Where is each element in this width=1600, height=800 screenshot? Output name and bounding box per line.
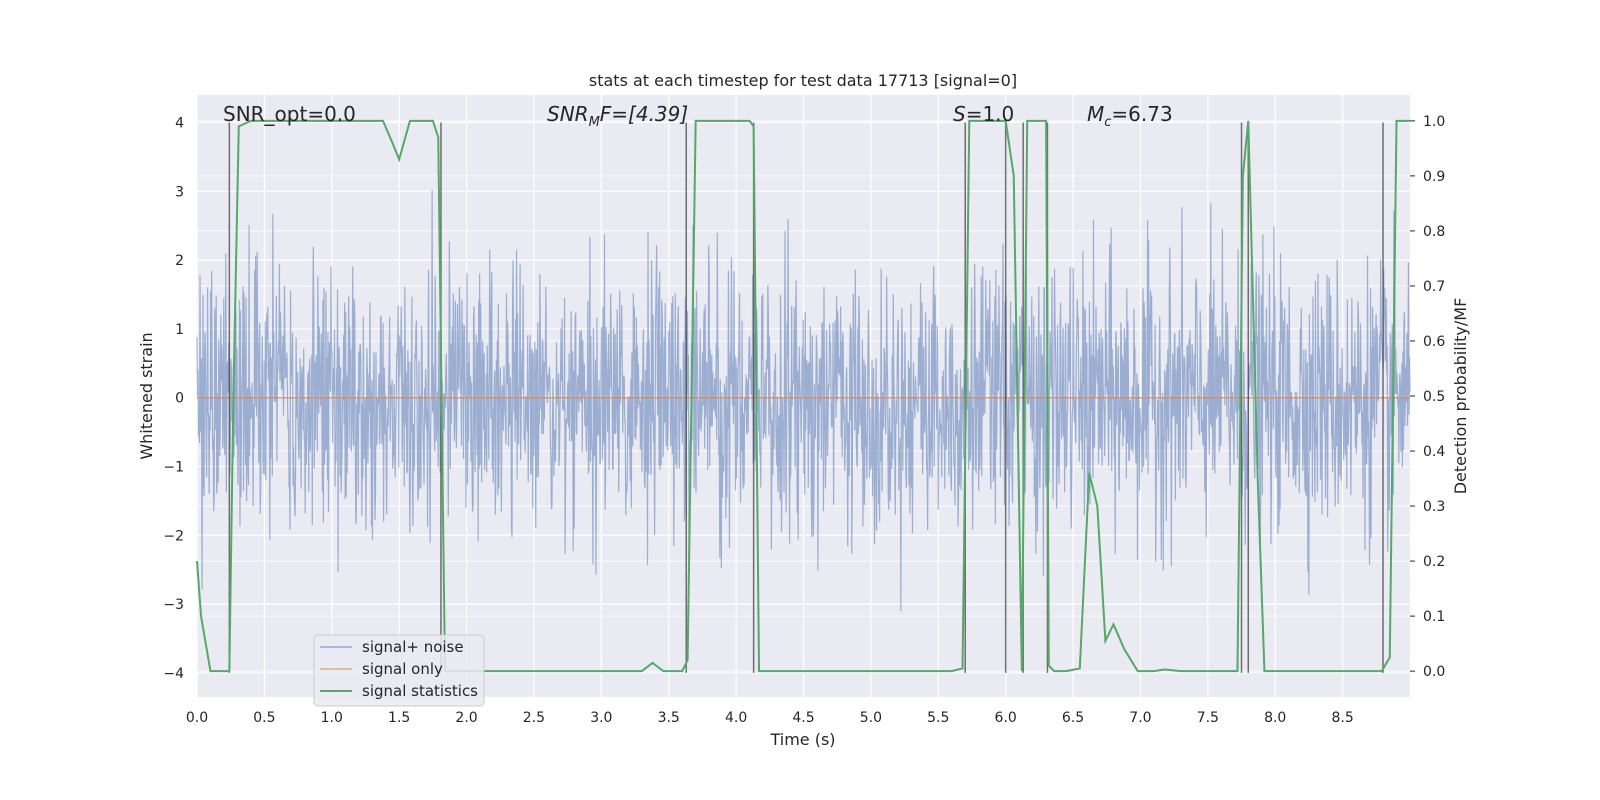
annotation-mc: Mc=6.73 <box>1087 102 1173 130</box>
signal-plus-noise-series <box>196 189 1411 611</box>
y-tick-left-label-3: −1 <box>163 460 184 476</box>
signal-statistics-series <box>196 119 1410 673</box>
x-tick-label-13: 6.5 <box>1062 710 1084 726</box>
y-tick-right-label-0: 0.0 <box>1423 664 1445 680</box>
y-tick-left-label-7: 3 <box>175 184 184 200</box>
y-tick-left-label-5: 1 <box>175 322 184 338</box>
y-tick-left-label-1: −3 <box>163 597 184 613</box>
x-tick-label-15: 7.5 <box>1197 710 1219 726</box>
annotation-s-var: S <box>953 102 966 126</box>
x-tick-label-8: 4.0 <box>725 710 747 726</box>
annotation-s-value: =1.0 <box>966 102 1015 126</box>
x-tick-label-4: 2.0 <box>455 710 477 726</box>
x-tick-label-9: 4.5 <box>792 710 814 726</box>
y-tick-right-label-5: 0.5 <box>1423 389 1445 405</box>
y-tick-right-label-1: 0.1 <box>1423 609 1445 625</box>
annotation-mc-var: M <box>1087 102 1104 126</box>
annotation-snr-opt: SNR_opt=0.0 <box>223 102 356 126</box>
x-tick-label-6: 3.0 <box>590 710 612 726</box>
y-tick-left-label-8: 4 <box>175 116 184 132</box>
x-tick-label-2: 1.0 <box>321 710 343 726</box>
y-axis-left-label: Whitened strain <box>137 332 156 459</box>
annotation-mc-value: =6.73 <box>1111 102 1172 126</box>
x-tick-label-17: 8.5 <box>1331 710 1353 726</box>
annotation-snr-mf: SNRMF=[4.39] <box>547 102 688 130</box>
y-tick-right-label-7: 0.7 <box>1423 279 1445 295</box>
chart-title: stats at each timestep for test data 177… <box>589 71 1017 90</box>
y-tick-right-label-4: 0.4 <box>1423 444 1445 460</box>
x-tick-label-10: 5.0 <box>860 710 882 726</box>
x-tick-label-16: 8.0 <box>1264 710 1286 726</box>
legend-label-signal-plus-noise: signal+ noise <box>362 638 464 656</box>
signal-plus-noise-line <box>196 189 1411 611</box>
legend: signal+ noise signal only signal statist… <box>313 634 485 707</box>
x-tick-label-0: 0.0 <box>186 710 208 726</box>
y-axis-right-label: Detection probability/MF <box>1451 298 1470 495</box>
annotation-s: S=1.0 <box>953 102 1014 126</box>
y-axis-left-ticks: −4 −3 −2 −1 0 1 2 3 4 <box>163 116 184 682</box>
annotation-mc-sub: c <box>1104 115 1111 130</box>
x-axis-label: Time (s) <box>769 730 835 749</box>
y-tick-left-label-4: 0 <box>175 391 184 407</box>
y-tick-right-label-10: 1.0 <box>1423 114 1445 130</box>
x-tick-label-1: 0.5 <box>253 710 275 726</box>
y-tick-right-label-3: 0.3 <box>1423 499 1445 515</box>
y-axis-right-ticks: 0.0 0.1 0.2 0.3 0.4 0.5 0.6 0.7 0.8 0.9 1.0 <box>1410 114 1445 680</box>
x-tick-label-5: 2.5 <box>523 710 545 726</box>
x-tick-label-3: 1.5 <box>388 710 410 726</box>
legend-label-signal-only: signal only <box>362 660 443 678</box>
y-tick-right-label-6: 0.6 <box>1423 334 1445 350</box>
y-tick-left-label-2: −2 <box>163 528 184 544</box>
annotation-snr-mf-suffix: F=[4.39] <box>600 102 688 126</box>
x-tick-label-7: 3.5 <box>658 710 680 726</box>
legend-box <box>313 634 485 707</box>
annotation-snr-mf-sub: M <box>589 115 600 130</box>
x-tick-label-14: 7.0 <box>1129 710 1151 726</box>
x-tick-label-11: 5.5 <box>927 710 949 726</box>
y-tick-right-label-2: 0.2 <box>1423 554 1445 570</box>
y-tick-left-label-0: −4 <box>163 666 184 682</box>
signal-statistics-line <box>196 119 1410 673</box>
x-axis-ticks: 0.0 0.5 1.0 1.5 2.0 2.5 3.0 3.5 4.0 4.5 5.0 5.5 6.0 6… <box>186 710 1354 726</box>
y-tick-right-label-9: 0.9 <box>1423 169 1445 185</box>
legend-label-signal-statistics: signal statistics <box>362 682 478 700</box>
annotation-snr-mf-prefix: SNR <box>547 102 589 126</box>
y-tick-right-label-8: 0.8 <box>1423 224 1445 240</box>
y-tick-left-label-6: 2 <box>175 253 184 269</box>
x-tick-label-12: 6.0 <box>995 710 1017 726</box>
